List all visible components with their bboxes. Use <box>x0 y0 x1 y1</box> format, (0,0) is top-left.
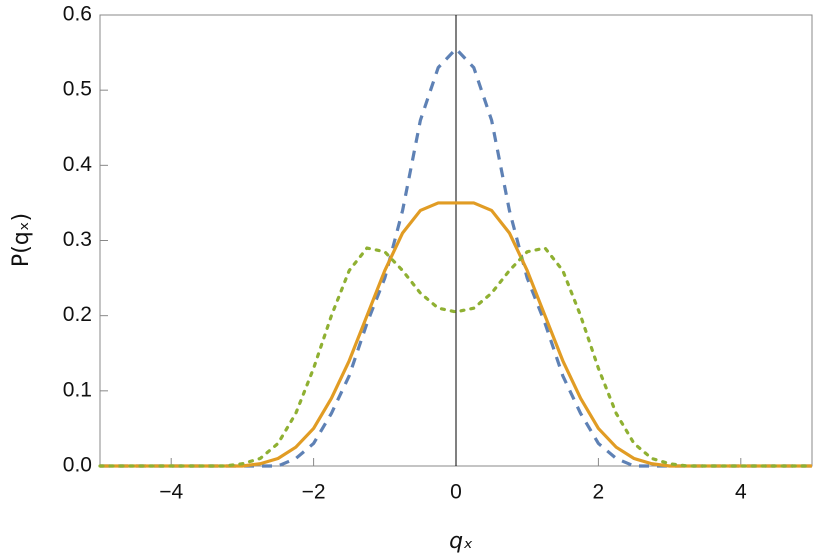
y-tick-label: 0.0 <box>63 454 92 477</box>
y-tick-label: 0.2 <box>63 303 92 326</box>
y-tick-label: 0.5 <box>63 78 92 101</box>
data-line <box>98 246 814 468</box>
x-tick-label: 2 <box>593 481 605 504</box>
y-tick-label: 0.3 <box>63 228 92 251</box>
y-tick-label: 0.1 <box>63 378 92 401</box>
y-tick-label: 0.4 <box>63 153 93 176</box>
x-tick-label: 0 <box>450 481 462 504</box>
y-tick-label: 0.6 <box>63 3 92 26</box>
x-tick-label: −4 <box>159 481 183 504</box>
y-axis-title: P(qₓ) <box>9 213 34 267</box>
x-axis-title: qₓ <box>449 529 473 554</box>
x-tick-label: −2 <box>302 481 326 504</box>
x-tick-label: 4 <box>735 481 747 504</box>
